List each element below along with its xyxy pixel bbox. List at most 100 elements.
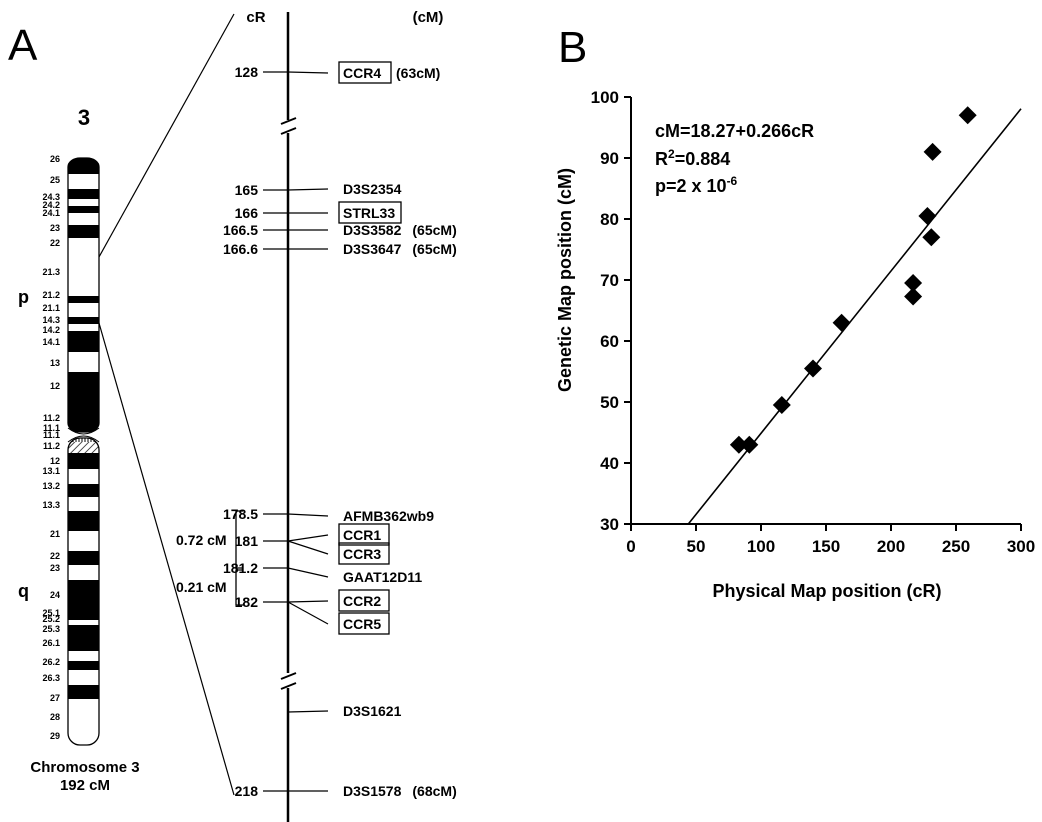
y-tick-label: 50 bbox=[600, 393, 619, 412]
band-label: 21.1 bbox=[42, 303, 60, 313]
y-axis-label: Genetic Map position (cM) bbox=[555, 168, 575, 392]
y-tick-label: 40 bbox=[600, 454, 619, 473]
marker-highlight-box bbox=[338, 612, 390, 635]
marker-row: 166.6 D3S3647 (65cM) bbox=[223, 241, 457, 257]
chromosome-band bbox=[68, 651, 99, 661]
chromosome-band bbox=[68, 484, 99, 497]
scatter-plot: 30 40 50 60 70 80 90 100 0 50 100 150 200 250 300 Phys… bbox=[555, 88, 1035, 601]
marker-name: GAAT12D11 bbox=[343, 569, 422, 585]
chromosome-band bbox=[68, 620, 99, 625]
band-label: 11.2 bbox=[43, 413, 60, 423]
band-label: 24.2 bbox=[42, 200, 60, 210]
chromosome-band bbox=[68, 206, 99, 213]
marker-name: D3S2354 bbox=[343, 181, 402, 197]
band-label: 24.3 bbox=[42, 192, 60, 202]
marker-connector bbox=[287, 567, 329, 578]
chromosome-band bbox=[68, 213, 99, 225]
marker-cr-value: 128 bbox=[235, 64, 259, 80]
marker-list: 128 CCR4 (63cM) 165 D3S2354 166 STRL33 166.5 D3S… bbox=[223, 61, 457, 799]
marker-row: 166.5 D3S3582 (65cM) bbox=[223, 222, 457, 238]
band-label: 24.1 bbox=[42, 208, 60, 218]
band-label: 29 bbox=[50, 731, 60, 741]
marker-highlight-box bbox=[338, 61, 392, 84]
marker-name: STRL33 bbox=[343, 205, 395, 221]
marker-cr-value: 165 bbox=[235, 182, 259, 198]
marker-name: D3S3647 bbox=[343, 241, 402, 257]
x-tick-label: 0 bbox=[626, 537, 635, 556]
marker-connector bbox=[287, 534, 329, 542]
marker-name: CCR4 bbox=[343, 65, 381, 81]
band-label: 27 bbox=[50, 693, 60, 703]
chromosome-band bbox=[68, 625, 99, 651]
data-points bbox=[729, 106, 977, 454]
chromosome-band bbox=[68, 372, 99, 421]
centromere bbox=[67, 427, 100, 443]
chromosome-band bbox=[68, 699, 99, 745]
chromosome-band bbox=[68, 511, 99, 531]
band-label: 11.2 bbox=[43, 441, 60, 451]
chromosome-caption-name: Chromosome 3 bbox=[30, 759, 139, 776]
chromosome-band bbox=[68, 421, 99, 432]
data-point bbox=[729, 435, 748, 454]
marker-name: D3S1621 bbox=[343, 703, 402, 719]
fit-statistics: cM=18.27+0.266cR R2=0.884 p=2 x 10-6 bbox=[655, 121, 814, 196]
marker-row: D3S1621 bbox=[287, 703, 402, 719]
chromosome-band bbox=[68, 438, 99, 442]
data-point bbox=[832, 313, 851, 332]
chromosome-band bbox=[68, 225, 99, 238]
band-label: 23 bbox=[50, 563, 60, 573]
bracket-lower bbox=[235, 569, 243, 606]
y-tick-label: 70 bbox=[600, 271, 619, 290]
marker-connector bbox=[287, 188, 329, 191]
band-label: 21.3 bbox=[42, 267, 60, 277]
fit-equation: cM=18.27+0.266cR bbox=[655, 121, 814, 141]
marker-row: 218 D3S1578 (68cM) bbox=[235, 783, 457, 799]
band-label: 11.1 bbox=[43, 430, 60, 440]
band-label: 25 bbox=[50, 175, 60, 185]
marker-connector bbox=[287, 710, 329, 713]
fit-r-squared: R2=0.884 bbox=[655, 147, 730, 169]
chromosome-band bbox=[68, 453, 99, 469]
data-point bbox=[922, 228, 941, 247]
band-label: 13.2 bbox=[42, 481, 60, 491]
band-label: 14.3 bbox=[42, 315, 60, 325]
bracket-upper-label: 0.72 cM bbox=[176, 532, 227, 548]
data-point bbox=[923, 142, 942, 161]
fit-p-value: p=2 x 10-6 bbox=[655, 174, 738, 196]
band-label: 13 bbox=[50, 358, 60, 368]
marker-cr-value: 166 bbox=[235, 205, 259, 221]
marker-row: 182 CCR2 bbox=[235, 589, 390, 612]
marker-row: 181 CCR1 bbox=[235, 523, 390, 549]
axis-break-upper bbox=[280, 117, 297, 135]
y-tick-label: 30 bbox=[600, 515, 619, 534]
marker-connector bbox=[287, 71, 329, 74]
band-label: 12 bbox=[50, 456, 60, 466]
marker-cm-value: (63cM) bbox=[396, 65, 440, 81]
marker-row: 166 STRL33 bbox=[235, 201, 402, 224]
bracket-upper bbox=[235, 510, 243, 569]
chromosome-ideogram: 3 p q 26 25 24.324.224.1 23 22 21.3 21.2 21.1 14… bbox=[18, 105, 140, 794]
data-point bbox=[904, 274, 923, 293]
marker-cr-value: 181 bbox=[235, 533, 259, 549]
band-label: 14.2 bbox=[42, 325, 60, 335]
marker-cm-value: (68cM) bbox=[412, 783, 456, 799]
zoom-line-lower bbox=[98, 322, 235, 796]
chromosome-band bbox=[68, 442, 99, 453]
marker-highlight-box bbox=[338, 542, 390, 565]
marker-cr-value: 182 bbox=[235, 594, 259, 610]
marker-row: 128 CCR4 (63cM) bbox=[235, 61, 440, 84]
x-tick-label: 150 bbox=[812, 537, 840, 556]
data-point bbox=[904, 287, 923, 306]
chromosome-band bbox=[68, 432, 99, 438]
chromosome-band bbox=[68, 685, 99, 699]
x-tick-label: 200 bbox=[877, 537, 905, 556]
axis-break-lower bbox=[280, 672, 297, 690]
marker-cm-value: (65cM) bbox=[412, 222, 456, 238]
data-point bbox=[772, 396, 791, 415]
band-label: 13.1 bbox=[42, 466, 60, 476]
band-label: 21.2 bbox=[42, 290, 60, 300]
band-label: 26 bbox=[50, 154, 60, 164]
chromosome-band bbox=[68, 551, 99, 565]
marker-highlight-box bbox=[338, 589, 390, 612]
